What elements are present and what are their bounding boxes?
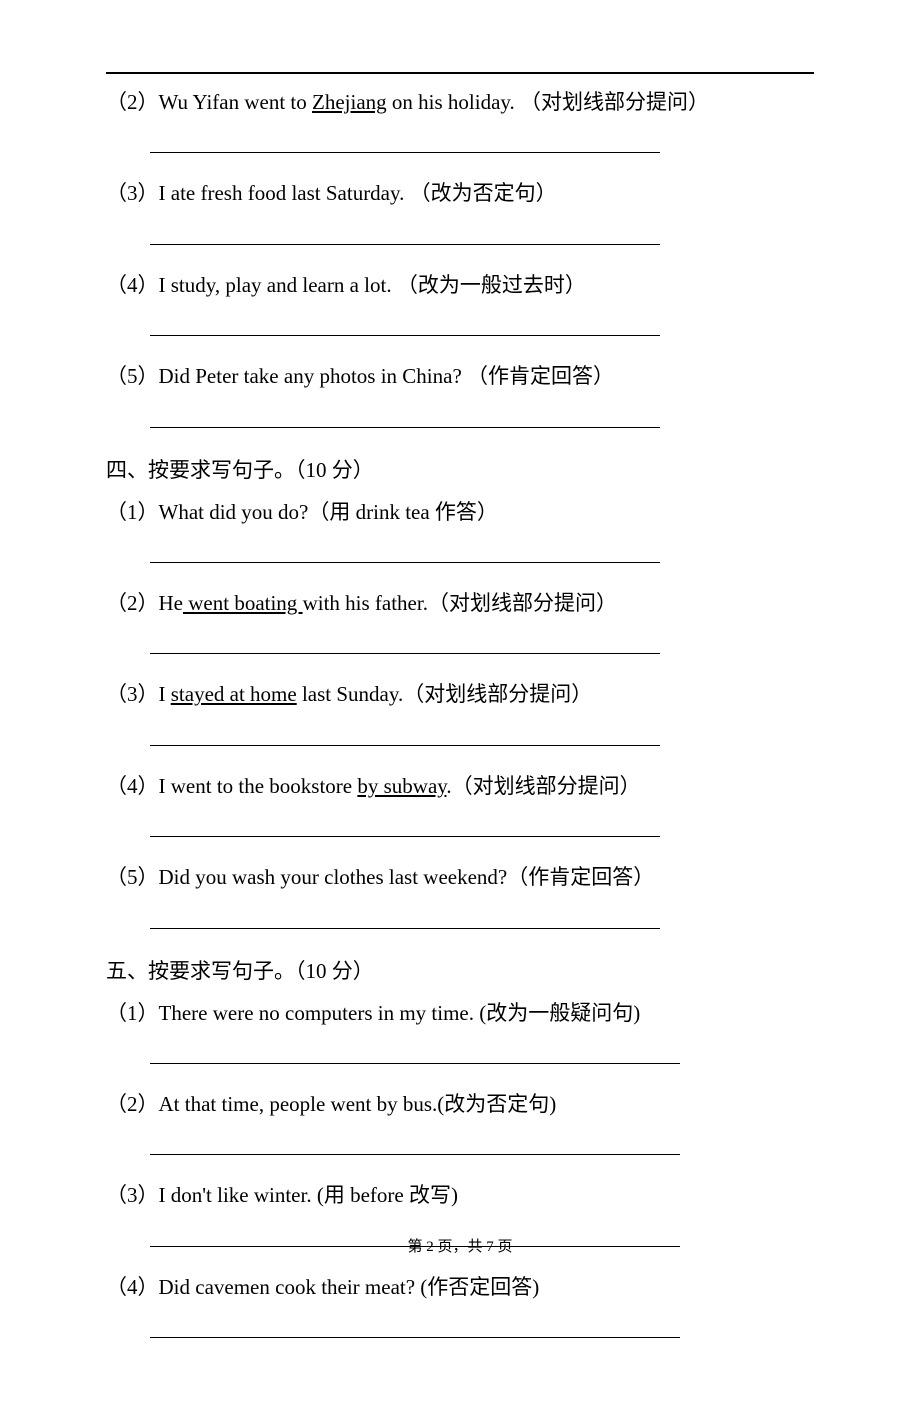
question-4-1: （1）What did you do?（用 drink tea 作答）: [106, 498, 814, 527]
question-text-pre: Wu Yifan went to: [159, 90, 313, 114]
question-text: There were no computers in my time. (改为一…: [159, 1001, 641, 1025]
question-text: Did you wash your clothes last weekend?（…: [159, 865, 655, 889]
question-text-post: on his holiday. （对划线部分提问）: [387, 90, 709, 114]
answer-blank: [150, 815, 814, 843]
question-5-2: （2）At that time, people went by bus.(改为否…: [106, 1090, 814, 1119]
question-number: （3）: [106, 682, 159, 706]
question-underline: went boating: [183, 591, 303, 615]
question-5-1: （1）There were no computers in my time. (…: [106, 999, 814, 1028]
question-number: （2）: [106, 90, 159, 114]
question-4-4: （4）I went to the bookstore by subway.（对划…: [106, 772, 814, 801]
question-number: （4）: [106, 774, 159, 798]
page-footer: 第 2 页，共 7 页: [0, 1235, 920, 1256]
question-number: （4）: [106, 273, 159, 297]
answer-blank: [150, 632, 814, 660]
answer-blank: [150, 907, 814, 935]
question-number: （2）: [106, 1092, 159, 1116]
question-a4: （4）I study, play and learn a lot. （改为一般过…: [106, 271, 814, 300]
question-text-pre: I: [159, 682, 171, 706]
question-underline: by subway: [357, 774, 446, 798]
question-number: （1）: [106, 500, 159, 524]
answer-blank: [150, 131, 814, 159]
question-text-pre: I went to the bookstore: [159, 774, 358, 798]
question-5-3: （3）I don't like winter. (用 before 改写): [106, 1181, 814, 1210]
question-4-2: （2）He went boating with his father.（对划线部…: [106, 589, 814, 618]
question-number: （5）: [106, 364, 159, 388]
question-text: What did you do?（用 drink tea 作答）: [159, 500, 498, 524]
section-4-heading: 四、按要求写句子。（10 分）: [106, 454, 814, 484]
answer-blank: [150, 1316, 814, 1344]
answer-blank: [150, 1133, 814, 1161]
question-number: （3）: [106, 181, 159, 205]
question-number: （2）: [106, 591, 159, 615]
question-a2: （2）Wu Yifan went to Zhejiang on his holi…: [106, 88, 814, 117]
question-text-post: .（对划线部分提问）: [446, 774, 640, 798]
question-text: I study, play and learn a lot. （改为一般过去时）: [159, 273, 586, 297]
question-underline: Zhejiang: [312, 90, 387, 114]
question-underline: stayed at home: [171, 682, 297, 706]
answer-blank: [150, 724, 814, 752]
question-text: I ate fresh food last Saturday. （改为否定句）: [159, 181, 557, 205]
question-number: （3）: [106, 1183, 159, 1207]
section-5-heading: 五、按要求写句子。（10 分）: [106, 955, 814, 985]
question-number: （4）: [106, 1275, 159, 1299]
question-text-pre: He: [159, 591, 184, 615]
question-text: Did Peter take any photos in China? （作肯定…: [159, 364, 615, 388]
question-text-post: last Sunday.（对划线部分提问）: [297, 682, 593, 706]
question-4-3: （3）I stayed at home last Sunday.（对划线部分提问…: [106, 680, 814, 709]
question-5-4: （4）Did cavemen cook their meat? (作否定回答): [106, 1273, 814, 1302]
top-rule: [106, 72, 814, 74]
question-a3: （3）I ate fresh food last Saturday. （改为否定…: [106, 179, 814, 208]
question-text: At that time, people went by bus.(改为否定句): [159, 1092, 557, 1116]
page-body: （2）Wu Yifan went to Zhejiang on his holi…: [0, 0, 920, 1404]
answer-blank: [150, 406, 814, 434]
question-number: （1）: [106, 1001, 159, 1025]
answer-blank: [150, 314, 814, 342]
answer-blank: [150, 223, 814, 251]
question-4-5: （5）Did you wash your clothes last weeken…: [106, 863, 814, 892]
question-text: Did cavemen cook their meat? (作否定回答): [159, 1275, 540, 1299]
question-a5: （5）Did Peter take any photos in China? （…: [106, 362, 814, 391]
question-text-post: with his father.（对划线部分提问）: [303, 591, 617, 615]
question-number: （5）: [106, 865, 159, 889]
question-text: I don't like winter. (用 before 改写): [159, 1183, 458, 1207]
answer-blank: [150, 541, 814, 569]
answer-blank: [150, 1042, 814, 1070]
